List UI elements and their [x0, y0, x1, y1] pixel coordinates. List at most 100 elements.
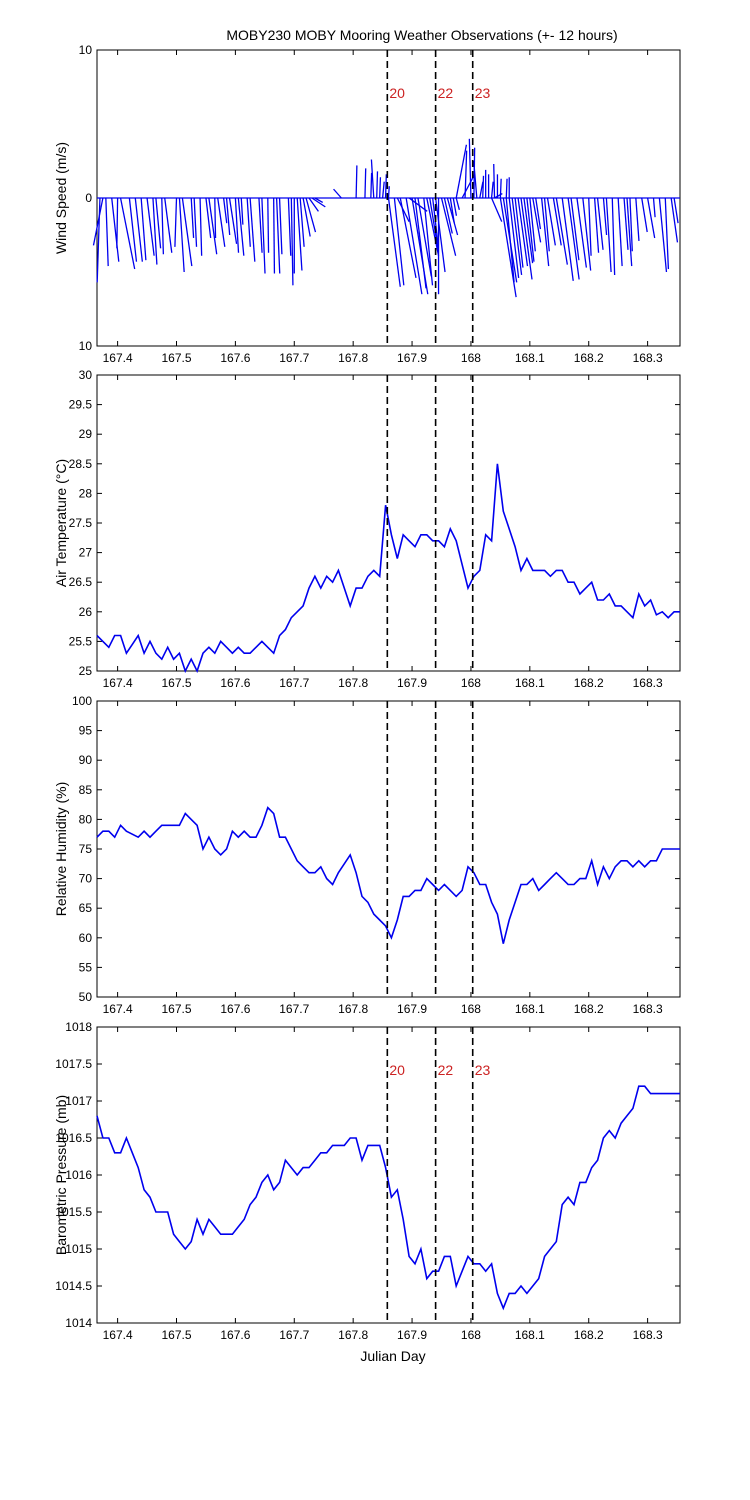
y-tick-label: 27.5	[69, 516, 93, 530]
wind-vector	[146, 197, 155, 256]
y-tick-label: 10	[79, 339, 93, 353]
wind-vector	[434, 197, 446, 273]
wind-vector	[258, 197, 263, 253]
wind-vector	[273, 197, 276, 274]
wind-vector	[370, 172, 373, 199]
y-tick-label: 28.5	[69, 457, 93, 471]
air-temperature-panel: 167.4 167.5 167.6 167.7 167.8 167.9 168 168.1 16…	[53, 368, 681, 690]
wind-vector	[511, 197, 523, 276]
wind-vector	[217, 197, 226, 247]
y-tick-label: 100	[72, 694, 92, 708]
y-tick-label: 29.5	[69, 398, 93, 412]
wind-vector	[670, 197, 679, 243]
x-tick-label: 168	[461, 1328, 481, 1342]
y-tick-label: 29	[79, 427, 93, 441]
wind-vector	[426, 197, 440, 256]
wind-vector	[455, 144, 468, 199]
y-tick-label: 1015	[65, 1242, 92, 1256]
y-axis-title: Relative Humidity (%)	[53, 782, 69, 917]
x-tick-label: 167.5	[161, 351, 191, 365]
wind-vector	[214, 197, 217, 238]
wind-vector	[384, 174, 387, 199]
wind-vector	[505, 178, 508, 199]
wind-vector	[290, 197, 294, 286]
wind-vector	[370, 159, 375, 199]
wind-vector	[546, 197, 556, 246]
wind-vector	[379, 177, 382, 199]
y-tick-label: 95	[79, 724, 93, 738]
wind-vector	[664, 197, 670, 270]
y-tick-label: 28	[79, 486, 93, 500]
x-tick-label: 167.7	[279, 1002, 309, 1016]
wind-vector	[423, 197, 434, 286]
wind-vector	[155, 197, 162, 249]
x-tick-label: 167.8	[338, 351, 368, 365]
x-tick-label: 168.2	[574, 1002, 604, 1016]
y-axis-title: Air Temperature (°C)	[53, 459, 69, 587]
y-tick-label: 1016.5	[55, 1131, 92, 1145]
wind-vector	[174, 197, 178, 247]
wind-vector	[161, 197, 165, 255]
wind-vector	[355, 165, 358, 199]
wind-vector	[449, 197, 455, 224]
event-marker-label: 22	[438, 1062, 454, 1078]
x-tick-label: 168.3	[633, 351, 663, 365]
wind-vector	[387, 197, 401, 287]
wind-vector	[134, 197, 143, 262]
wind-vector	[314, 197, 324, 204]
x-tick-label: 167.7	[279, 351, 309, 365]
wind-vector	[658, 197, 668, 273]
x-tick-label: 167.6	[220, 1002, 250, 1016]
wind-vector	[567, 197, 580, 280]
y-axis-title: Barometric Pressure (mb)	[53, 1095, 69, 1255]
y-tick-label: 85	[79, 783, 93, 797]
wind-vector	[296, 197, 303, 271]
wind-vector	[302, 197, 311, 237]
wind-vector	[299, 197, 305, 247]
wind-vector	[140, 197, 147, 261]
wind-vector	[596, 197, 604, 250]
relative-humidity-panel: 167.4 167.5 167.6 167.7 167.8 167.9 168 168.1 16…	[53, 694, 681, 1016]
wind-vector	[505, 197, 515, 283]
wind-vector	[105, 197, 109, 267]
wind-vector	[234, 197, 240, 253]
y-tick-label: 70	[79, 872, 93, 886]
wind-vector	[225, 197, 231, 236]
x-tick-label: 167.5	[161, 676, 191, 690]
wind-vector	[240, 197, 244, 225]
wind-vector	[543, 197, 550, 252]
wind-vector	[602, 197, 608, 236]
x-tick-label: 167.6	[220, 1328, 250, 1342]
wind-vector	[222, 197, 228, 224]
plot-frame	[96, 700, 681, 998]
data-line	[96, 1085, 680, 1311]
wind-vector	[275, 197, 281, 274]
y-tick-label: 65	[79, 901, 93, 915]
event-marker-label: 20	[389, 1062, 405, 1078]
wind-vector	[446, 197, 459, 236]
x-tick-label: 167.9	[397, 351, 427, 365]
wind-vector	[190, 197, 195, 238]
x-tick-label: 168.2	[574, 351, 604, 365]
x-tick-label: 167.5	[161, 1002, 191, 1016]
x-tick-label: 168.2	[574, 676, 604, 690]
wind-vector	[473, 160, 478, 199]
wind-vector	[393, 197, 405, 286]
wind-vector	[529, 197, 536, 252]
y-tick-label: 50	[79, 990, 93, 1004]
event-marker-label: 22	[438, 85, 454, 101]
wind-vector	[308, 197, 319, 212]
figure-title: MOBY230 MOBY Mooring Weather Observation…	[226, 27, 617, 43]
event-marker-label: 23	[475, 1062, 491, 1078]
wind-vector	[440, 197, 457, 256]
wind-vector	[128, 197, 138, 262]
wind-vector	[205, 197, 212, 239]
wind-vector	[611, 197, 616, 275]
y-tick-label: 27	[79, 546, 93, 560]
data-line	[96, 463, 680, 674]
wind-vector	[494, 192, 503, 199]
wind-vector	[493, 163, 496, 199]
wind-vector	[479, 181, 484, 199]
wind-vector	[228, 197, 238, 244]
